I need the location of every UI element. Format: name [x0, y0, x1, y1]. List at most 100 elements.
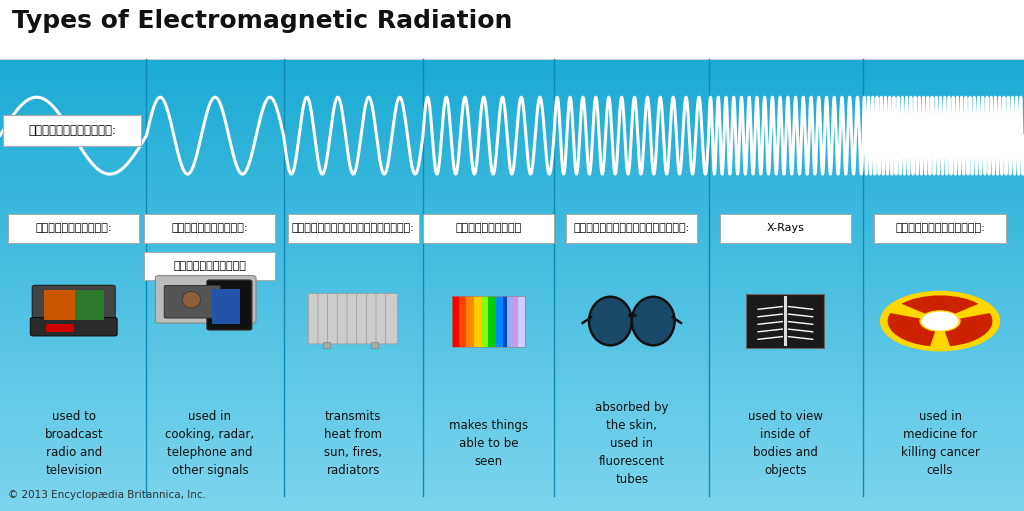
- Bar: [0, 476, 1024, 478]
- Bar: [0, 140, 1024, 142]
- Bar: [323, 342, 330, 348]
- Text: © 2013 Encyclopædia Britannica, Inc.: © 2013 Encyclopædia Britannica, Inc.: [8, 490, 206, 500]
- Bar: [0, 445, 1024, 446]
- Bar: [0, 327, 1024, 329]
- Bar: [0, 195, 1024, 196]
- Bar: [44, 290, 75, 320]
- Bar: [0, 291, 1024, 292]
- Bar: [0, 89, 1024, 90]
- Bar: [0, 500, 1024, 502]
- Bar: [0, 285, 1024, 286]
- Bar: [0, 479, 1024, 481]
- Bar: [0, 360, 1024, 362]
- Bar: [0, 387, 1024, 389]
- Bar: [0, 449, 1024, 451]
- Bar: [0, 458, 1024, 460]
- Bar: [0, 160, 1024, 161]
- Bar: [0, 241, 1024, 243]
- Text: used to
broadcast
radio and
television: used to broadcast radio and television: [44, 410, 103, 477]
- Bar: [0, 434, 1024, 435]
- Bar: [0, 277, 1024, 279]
- Bar: [0, 499, 1024, 500]
- Bar: [0, 124, 1024, 125]
- Bar: [0, 478, 1024, 479]
- Bar: [0, 490, 1024, 492]
- Bar: [0, 333, 1024, 335]
- Bar: [0, 356, 1024, 357]
- Bar: [0, 470, 1024, 472]
- Bar: [0, 314, 1024, 315]
- Bar: [0, 261, 1024, 262]
- Text: makes things
able to be
seen: makes things able to be seen: [449, 419, 528, 468]
- Bar: [466, 295, 474, 346]
- Bar: [0, 225, 1024, 226]
- Bar: [0, 95, 1024, 97]
- Bar: [496, 295, 503, 346]
- Bar: [0, 411, 1024, 413]
- FancyBboxPatch shape: [207, 280, 252, 330]
- FancyBboxPatch shape: [308, 293, 321, 344]
- Bar: [0, 424, 1024, 425]
- Bar: [0, 77, 1024, 78]
- Bar: [0, 375, 1024, 377]
- Bar: [0, 81, 1024, 83]
- Bar: [0, 83, 1024, 84]
- Bar: [0, 306, 1024, 308]
- Bar: [0, 60, 1024, 62]
- Bar: [0, 250, 1024, 252]
- FancyBboxPatch shape: [156, 275, 256, 323]
- Bar: [0, 222, 1024, 223]
- Bar: [0, 220, 1024, 222]
- FancyBboxPatch shape: [386, 293, 397, 344]
- Bar: [474, 295, 481, 346]
- Bar: [0, 259, 1024, 261]
- Bar: [0, 365, 1024, 366]
- Bar: [0, 244, 1024, 246]
- Bar: [0, 311, 1024, 312]
- Bar: [0, 173, 1024, 175]
- Bar: [0, 425, 1024, 427]
- Bar: [503, 295, 511, 346]
- Bar: [0, 154, 1024, 155]
- Bar: [0, 125, 1024, 127]
- Bar: [0, 487, 1024, 489]
- Bar: [0, 312, 1024, 314]
- Bar: [0, 303, 1024, 305]
- Bar: [0, 393, 1024, 395]
- FancyBboxPatch shape: [144, 251, 275, 281]
- Bar: [0, 265, 1024, 267]
- Bar: [0, 457, 1024, 458]
- Bar: [0, 271, 1024, 273]
- Bar: [0, 208, 1024, 210]
- Bar: [0, 185, 1024, 187]
- FancyBboxPatch shape: [356, 293, 369, 344]
- Bar: [0, 362, 1024, 363]
- Bar: [0, 452, 1024, 454]
- Bar: [0, 346, 1024, 348]
- Bar: [0, 211, 1024, 213]
- Bar: [0, 371, 1024, 373]
- Bar: [0, 309, 1024, 311]
- Text: ရေဒီယီလိုင်:: ရေဒီယီလိုင်:: [36, 223, 112, 234]
- Bar: [0, 252, 1024, 253]
- Bar: [0, 213, 1024, 214]
- Bar: [0, 326, 1024, 327]
- Bar: [0, 254, 1024, 256]
- Bar: [0, 230, 1024, 232]
- Text: လျိုင်းအလျား:: လျိုင်းအလျား:: [29, 124, 116, 137]
- Bar: [0, 292, 1024, 294]
- Bar: [0, 0, 1024, 59]
- Bar: [0, 184, 1024, 185]
- Bar: [0, 121, 1024, 122]
- Bar: [0, 258, 1024, 259]
- Bar: [0, 390, 1024, 392]
- Bar: [0, 298, 1024, 300]
- Bar: [0, 113, 1024, 114]
- Bar: [0, 407, 1024, 408]
- Bar: [0, 94, 1024, 95]
- Bar: [0, 101, 1024, 103]
- Text: transmits
heat from
sun, fires,
radiators: transmits heat from sun, fires, radiator…: [325, 410, 382, 477]
- FancyBboxPatch shape: [423, 214, 554, 243]
- Bar: [45, 324, 74, 332]
- Text: အနေ့အောက်ရောင်ပလင်:: အနေ့အောက်ရောင်ပလင်:: [292, 223, 415, 234]
